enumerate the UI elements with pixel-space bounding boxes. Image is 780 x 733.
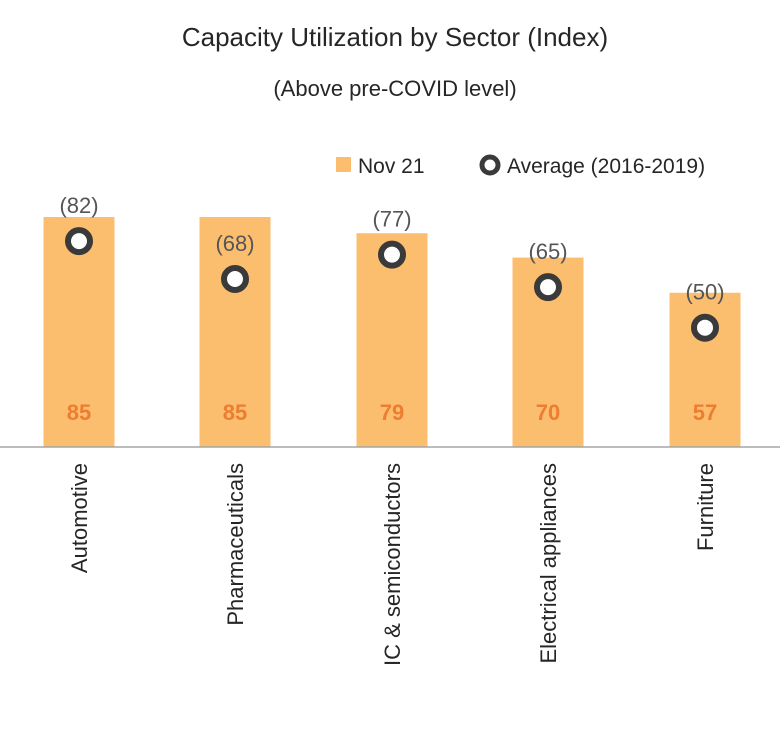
bar-0: [43, 217, 115, 447]
chart-title: Capacity Utilization by Sector (Index): [182, 22, 608, 52]
avg-label-0: (82): [59, 193, 98, 218]
category-label-3: Electrical appliances: [536, 463, 561, 664]
value-label-1: 85: [223, 400, 247, 425]
legend-swatch-average: [479, 154, 501, 176]
avg-marker-2: [378, 240, 406, 269]
avg-marker-0: [65, 227, 93, 256]
avg-marker-4: [691, 313, 719, 342]
avg-label-2: (77): [372, 207, 411, 232]
chart-subtitle: (Above pre-COVID level): [273, 76, 516, 101]
value-label-2: 79: [380, 400, 404, 425]
legend-label-nov21: Nov 21: [358, 155, 425, 178]
avg-label-1: (68): [215, 231, 254, 256]
avg-marker-1: [221, 265, 249, 293]
avg-marker-3: [534, 273, 562, 302]
value-label-3: 70: [536, 400, 560, 425]
bar-1: [199, 217, 271, 447]
legend-swatch-nov21: [336, 157, 351, 172]
avg-label-4: (50): [685, 280, 724, 305]
markers: [65, 227, 719, 342]
category-label-4: Furniture: [693, 463, 718, 551]
category-label-2: IC & semiconductors: [380, 463, 405, 666]
category-label-0: Automotive: [67, 463, 92, 573]
category-label-1: Pharmaceuticals: [223, 463, 248, 626]
value-label-4: 57: [693, 400, 717, 425]
bar-2: [356, 233, 428, 447]
legend-label-average: Average (2016-2019): [507, 155, 705, 178]
labels: 85 (82) Automotive 85 (68) Pharmaceuticals 79 (…: [59, 193, 724, 666]
avg-label-3: (65): [528, 239, 567, 264]
value-label-0: 85: [67, 400, 91, 425]
legend: Nov 21 Average (2016-2019): [336, 154, 705, 178]
